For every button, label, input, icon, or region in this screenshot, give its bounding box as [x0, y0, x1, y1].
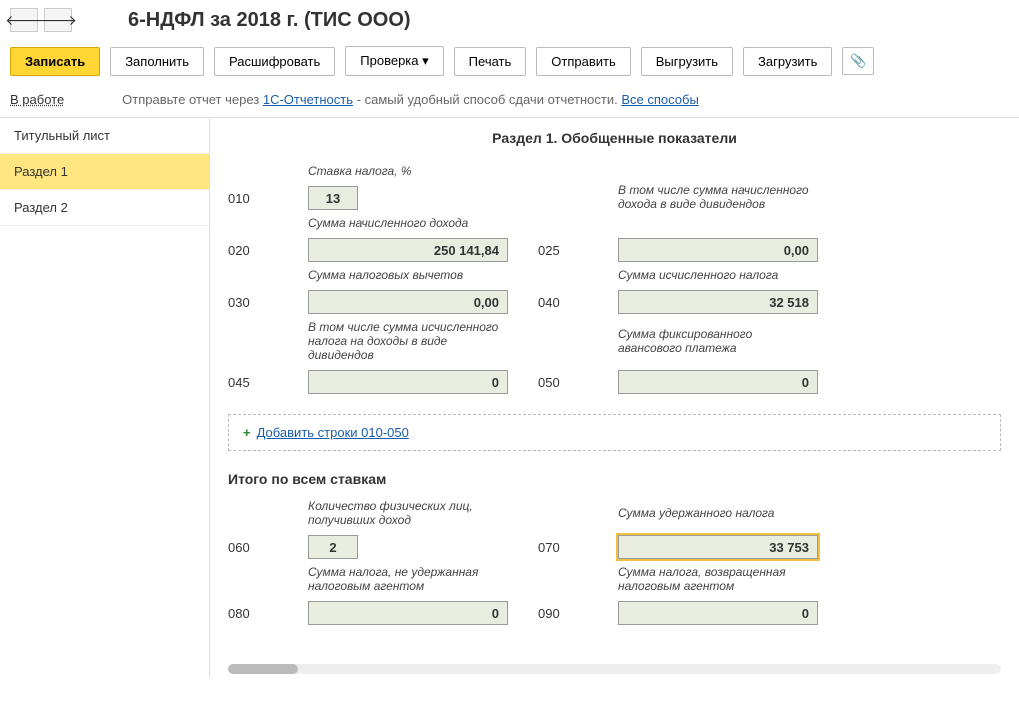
- code-010: 010: [228, 191, 278, 206]
- plus-icon: +: [243, 425, 251, 440]
- content-area: Раздел 1. Обобщенные показатели Ставка н…: [210, 118, 1019, 678]
- label-income-div: В том числе сумма начисленного дохода в …: [618, 183, 818, 213]
- totals-title: Итого по всем ставкам: [228, 471, 1001, 487]
- import-button[interactable]: Загрузить: [743, 47, 832, 76]
- scrollbar-thumb[interactable]: [228, 664, 298, 674]
- label-not-withheld: Сумма налога, не удержанная налоговым аг…: [308, 565, 508, 595]
- code-080: 080: [228, 606, 278, 621]
- back-button[interactable]: 🡐: [10, 8, 38, 32]
- fill-button[interactable]: Заполнить: [110, 47, 204, 76]
- info-text-2: - самый удобный способ сдачи отчетности.: [353, 92, 621, 107]
- label-calc-tax: Сумма исчисленного налога: [618, 268, 818, 284]
- field-045[interactable]: 0: [308, 370, 508, 394]
- print-button[interactable]: Печать: [454, 47, 527, 76]
- export-button[interactable]: Выгрузить: [641, 47, 733, 76]
- sidebar: Титульный лист Раздел 1 Раздел 2: [0, 118, 210, 678]
- paperclip-icon: 📎: [850, 53, 866, 69]
- label-deductions: Сумма налоговых вычетов: [308, 268, 508, 284]
- code-025: 025: [538, 243, 588, 258]
- add-rows-block: + Добавить строки 010-050: [228, 414, 1001, 451]
- label-returned: Сумма налога, возвращенная налоговым аге…: [618, 565, 818, 595]
- code-045: 045: [228, 375, 278, 390]
- field-010[interactable]: 13: [308, 186, 358, 210]
- label-rate: Ставка налога, %: [308, 164, 508, 180]
- field-020[interactable]: 250 141,84: [308, 238, 508, 262]
- label-income: Сумма начисленного дохода: [308, 216, 508, 232]
- send-button[interactable]: Отправить: [536, 47, 630, 76]
- page-title: 6-НДФЛ за 2018 г. (ТИС ООО): [128, 9, 411, 32]
- field-040[interactable]: 32 518: [618, 290, 818, 314]
- code-070: 070: [538, 540, 588, 555]
- field-030[interactable]: 0,00: [308, 290, 508, 314]
- sidebar-item-section-1[interactable]: Раздел 1: [0, 154, 209, 190]
- code-030: 030: [228, 295, 278, 310]
- decrypt-button[interactable]: Расшифровать: [214, 47, 335, 76]
- info-text: Отправьте отчет через 1С-Отчетность - са…: [122, 92, 699, 107]
- field-080[interactable]: 0: [308, 601, 508, 625]
- field-060[interactable]: 2: [308, 535, 358, 559]
- add-rows-link[interactable]: Добавить строки 010-050: [257, 425, 409, 440]
- check-button[interactable]: Проверка ▾: [345, 46, 443, 76]
- attach-button[interactable]: 📎: [842, 47, 874, 75]
- code-020: 020: [228, 243, 278, 258]
- label-withheld: Сумма удержанного налога: [618, 506, 818, 522]
- field-025[interactable]: 0,00: [618, 238, 818, 262]
- sidebar-item-title-page[interactable]: Титульный лист: [0, 118, 209, 154]
- label-persons: Количество физических лиц, получивших до…: [308, 499, 508, 529]
- info-text-1: Отправьте отчет через: [122, 92, 263, 107]
- code-060: 060: [228, 540, 278, 555]
- forward-button[interactable]: 🡒: [44, 8, 72, 32]
- label-fixed-advance: Сумма фиксированного авансового платежа: [618, 327, 818, 357]
- sidebar-item-section-2[interactable]: Раздел 2: [0, 190, 209, 226]
- code-090: 090: [538, 606, 588, 621]
- check-label: Проверка: [360, 53, 418, 68]
- field-050[interactable]: 0: [618, 370, 818, 394]
- code-040: 040: [538, 295, 588, 310]
- code-050: 050: [538, 375, 588, 390]
- link-all-ways[interactable]: Все способы: [621, 92, 698, 107]
- horizontal-scrollbar[interactable]: [228, 664, 1001, 674]
- section-title: Раздел 1. Обобщенные показатели: [228, 130, 1001, 146]
- label-calc-tax-div: В том числе сумма исчисленного налога на…: [308, 320, 508, 364]
- save-button[interactable]: Записать: [10, 47, 100, 76]
- status-label[interactable]: В работе: [10, 92, 64, 107]
- field-090[interactable]: 0: [618, 601, 818, 625]
- field-070[interactable]: 33 753: [618, 535, 818, 559]
- link-1c-report[interactable]: 1С-Отчетность: [263, 92, 353, 107]
- chevron-down-icon: ▾: [422, 53, 429, 68]
